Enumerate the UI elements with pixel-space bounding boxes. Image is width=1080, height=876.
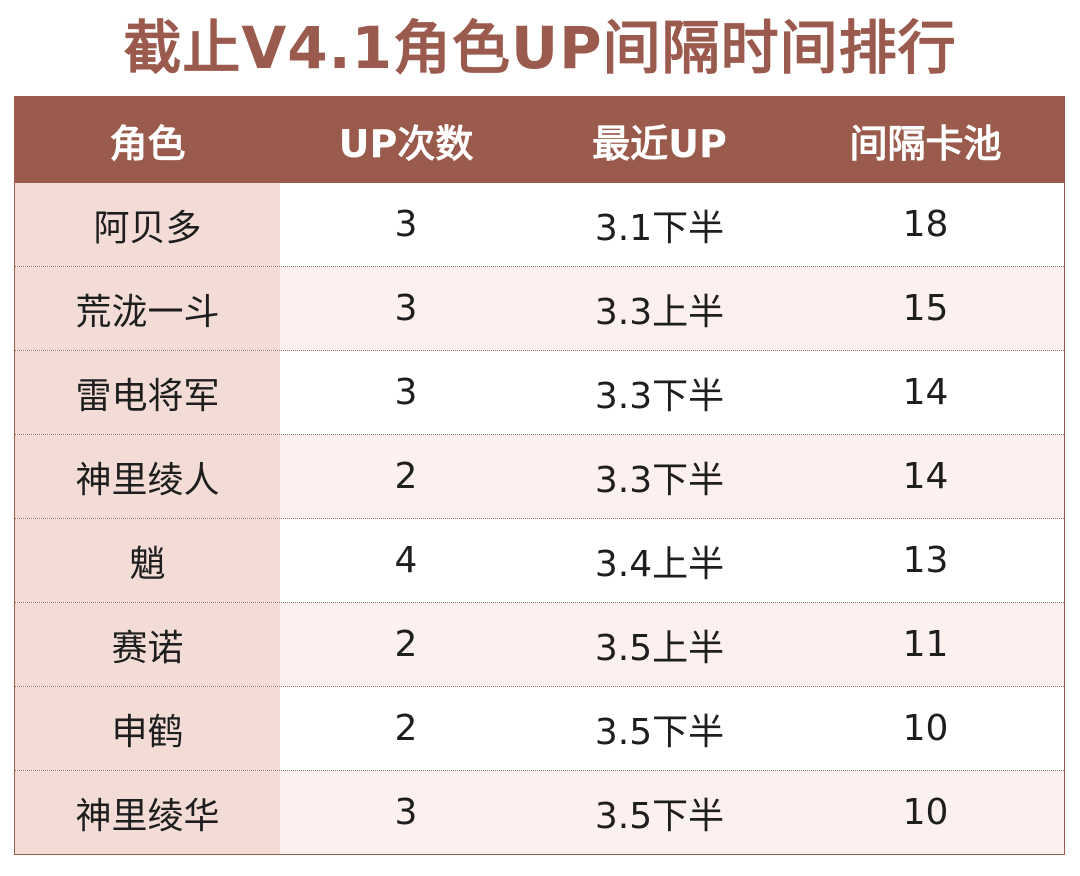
character-name: 赛诺: [15, 603, 280, 686]
table-row: 荒泷一斗 3 3.3上半 15: [15, 267, 1064, 351]
up-count: 3: [280, 351, 532, 434]
latest-up: 3.3下半: [532, 435, 787, 518]
header-latest-up: 最近UP: [592, 121, 727, 166]
latest-up: 3.5下半: [532, 687, 787, 770]
character-name: 魈: [15, 519, 280, 602]
latest-up: 3.4上半: [532, 519, 787, 602]
interval: 10: [787, 687, 1064, 770]
latest-up: 3.3下半: [532, 351, 787, 434]
ranking-table: 角色 UP次数 最近UP 间隔卡池 阿贝多 3 3.1下半 18 荒泷一斗 3 …: [14, 96, 1065, 855]
character-name: 申鹤: [15, 687, 280, 770]
interval: 13: [787, 519, 1064, 602]
interval: 18: [787, 183, 1064, 266]
up-count: 2: [280, 435, 532, 518]
character-name: 神里绫华: [15, 771, 280, 854]
character-name: 荒泷一斗: [15, 267, 280, 350]
up-count: 2: [280, 687, 532, 770]
page-title: 截止V4.1角色UP间隔时间排行: [123, 14, 957, 82]
table-header: 角色 UP次数 最近UP 间隔卡池: [15, 97, 1064, 183]
table-row: 申鹤 2 3.5下半 10: [15, 687, 1064, 771]
up-count: 3: [280, 267, 532, 350]
interval: 14: [787, 435, 1064, 518]
up-count: 3: [280, 771, 532, 854]
up-count: 4: [280, 519, 532, 602]
interval: 14: [787, 351, 1064, 434]
table-row: 神里绫华 3 3.5下半 10: [15, 771, 1064, 854]
header-up-count: UP次数: [338, 121, 474, 166]
up-count: 2: [280, 603, 532, 686]
latest-up: 3.5上半: [532, 603, 787, 686]
latest-up: 3.3上半: [532, 267, 787, 350]
interval: 11: [787, 603, 1064, 686]
header-character: 角色: [109, 121, 186, 166]
table-row: 赛诺 2 3.5上半 11: [15, 603, 1064, 687]
character-name: 雷电将军: [15, 351, 280, 434]
latest-up: 3.1下半: [532, 183, 787, 266]
header-interval: 间隔卡池: [849, 121, 1002, 166]
table-row: 神里绫人 2 3.3下半 14: [15, 435, 1064, 519]
table-row: 阿贝多 3 3.1下半 18: [15, 183, 1064, 267]
up-count: 3: [280, 183, 532, 266]
character-name: 神里绫人: [15, 435, 280, 518]
latest-up: 3.5下半: [532, 771, 787, 854]
interval: 10: [787, 771, 1064, 854]
character-name: 阿贝多: [15, 183, 280, 266]
interval: 15: [787, 267, 1064, 350]
table-row: 魈 4 3.4上半 13: [15, 519, 1064, 603]
table-row: 雷电将军 3 3.3下半 14: [15, 351, 1064, 435]
